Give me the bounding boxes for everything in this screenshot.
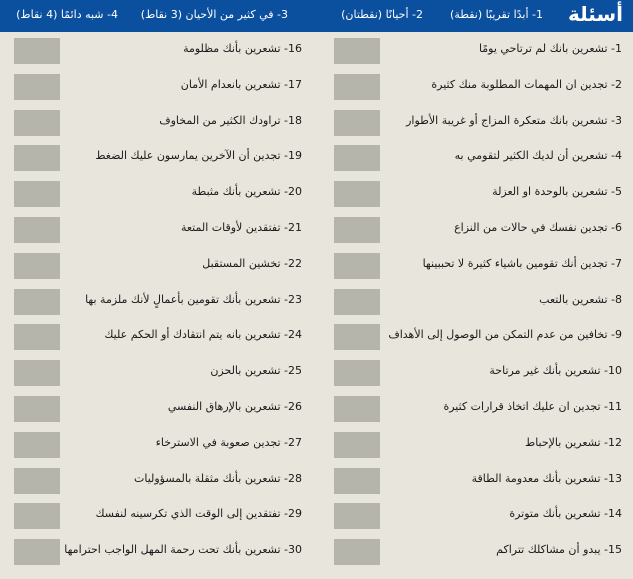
answer-box[interactable] [14, 360, 60, 387]
question-text: 29- تفتقدين إلى الوقت الذي تكرسينه لنفسك [95, 507, 302, 521]
answer-box[interactable] [14, 431, 60, 458]
question-row: 19- تجدين أن الآخرين يمارسون عليك الضغط [0, 140, 316, 176]
question-row: 17- تشعرين بانعدام الأمان [0, 69, 316, 105]
answer-box[interactable] [14, 539, 60, 566]
question-row: 2- تجدين ان المهمات المطلوبة منك كثيرة [320, 69, 633, 105]
question-row: 1- تشعرين بانك لم ترتاحي يومًا [320, 33, 633, 69]
header-bar: أسئلة 1- أبدًا تقريبًا (نقطة) 2- أحيانًا… [0, 0, 633, 32]
answer-box[interactable] [334, 216, 380, 243]
question-row: 21- تفتقدين لأوقات المتعة [0, 212, 316, 248]
question-text: 3- تشعرين بانك متعكرة المزاج أو غريبة ال… [406, 113, 622, 127]
page-title: أسئلة [568, 2, 623, 26]
answer-box[interactable] [334, 181, 380, 208]
scale-option-2: 2- أحيانًا (نقطتان) [341, 8, 423, 21]
question-text: 4- تشعرين أن لديك الكثير لتقومي به [454, 149, 622, 163]
answer-box[interactable] [14, 503, 60, 530]
question-row: 22- تخشين المستقبل [0, 248, 316, 284]
question-row: 18- تراودك الكثير من المخاوف [0, 105, 316, 141]
answer-box[interactable] [334, 73, 380, 100]
question-text: 10- تشعرين بأنك غير مرتاحة [489, 364, 622, 378]
question-row: 30- تشعرين بأنك تحت رحمة المهل الواجب اح… [0, 534, 316, 570]
answer-box[interactable] [14, 395, 60, 422]
question-text: 19- تجدين أن الآخرين يمارسون عليك الضغط [95, 149, 302, 163]
question-text: 25- تشعرين بالحزن [210, 364, 302, 378]
question-row: 20- تشعرين بأنك مثبطة [0, 176, 316, 212]
questions-column-2: 16- تشعرين بأنك مظلومة 17- تشعرين بانعدام… [0, 33, 316, 570]
question-text: 23- تشعرين بأنك تقومين بأعمالٍ لأنك ملزم… [85, 292, 302, 306]
answer-box[interactable] [334, 324, 380, 351]
question-text: 11- تجدين ان عليك اتخاذ قرارات كثيرة [443, 399, 622, 413]
question-row: 25- تشعرين بالحزن [0, 355, 316, 391]
question-text: 1- تشعرين بانك لم ترتاحي يومًا [478, 42, 622, 55]
question-text: 24- تشعرين بانه يتم انتقادك أو الحكم علي… [104, 328, 302, 342]
answer-box[interactable] [334, 145, 380, 172]
question-row: 11- تجدين ان عليك اتخاذ قرارات كثيرة [320, 391, 633, 427]
question-row: 27- تجدين صعوبة في الاسترخاء [0, 427, 316, 463]
question-row: 8- تشعرين بالتعب [320, 284, 633, 320]
answer-box[interactable] [334, 395, 380, 422]
question-text: 26- تشعرين بالإرهاق النفسي [167, 399, 302, 413]
question-text: 17- تشعرين بانعدام الأمان [180, 77, 302, 91]
answer-box[interactable] [334, 252, 380, 279]
question-text: 9- تخافين من عدم التمكن من الوصول إلى ال… [388, 328, 622, 342]
answer-box[interactable] [14, 252, 60, 279]
question-text: 13- تشعرين بأنك معدومة الطاقة [471, 471, 622, 485]
answer-box[interactable] [334, 109, 380, 136]
question-text: 21- تفتقدين لأوقات المتعة [180, 220, 302, 234]
questions-column-1: 1- تشعرين بانك لم ترتاحي يومًا 2- تجدين ا… [320, 33, 633, 570]
answer-box[interactable] [334, 360, 380, 387]
question-text: 28- تشعرين بأنك مثقلة بالمسؤوليات [133, 471, 302, 485]
question-text: 30- تشعرين بأنك تحت رحمة المهل الواجب اح… [64, 543, 302, 557]
question-text: 8- تشعرين بالتعب [539, 292, 622, 306]
question-text: 14- تشعرين بأنك متوترة [509, 507, 622, 521]
answer-box[interactable] [14, 324, 60, 351]
question-row: 29- تفتقدين إلى الوقت الذي تكرسينه لنفسك [0, 498, 316, 534]
answer-box[interactable] [334, 38, 380, 64]
question-row: 14- تشعرين بأنك متوترة [320, 498, 633, 534]
answer-box[interactable] [14, 288, 60, 315]
question-row: 12- تشعرين بالإحباط [320, 427, 633, 463]
question-row: 16- تشعرين بأنك مظلومة [0, 33, 316, 69]
question-row: 13- تشعرين بأنك معدومة الطاقة [320, 463, 633, 499]
question-row: 10- تشعرين بأنك غير مرتاحة [320, 355, 633, 391]
question-row: 15- يبدو أن مشاكلك تتراكم [320, 534, 633, 570]
question-row: 4- تشعرين أن لديك الكثير لتقومي به [320, 140, 633, 176]
answer-box[interactable] [14, 145, 60, 172]
scale-option-3: 3- في كثير من الأحيان (3 نقاط) [140, 8, 288, 21]
question-text: 18- تراودك الكثير من المخاوف [159, 113, 302, 127]
question-row: 6- تجدين نفسك في حالات من النزاع [320, 212, 633, 248]
question-text: 7- تجدين أنك تقومين باشياء كثيرة لا تحبب… [422, 256, 622, 270]
question-text: 6- تجدين نفسك في حالات من النزاع [454, 220, 622, 234]
question-row: 3- تشعرين بانك متعكرة المزاج أو غريبة ال… [320, 105, 633, 141]
question-row: 24- تشعرين بانه يتم انتقادك أو الحكم علي… [0, 319, 316, 355]
question-text: 5- تشعرين بالوحدة او العزلة [492, 185, 622, 199]
answer-box[interactable] [14, 181, 60, 208]
answer-box[interactable] [334, 539, 380, 566]
question-row: 7- تجدين أنك تقومين باشياء كثيرة لا تحبب… [320, 248, 633, 284]
question-text: 15- يبدو أن مشاكلك تتراكم [496, 543, 622, 557]
answer-box[interactable] [334, 431, 380, 458]
answer-box[interactable] [334, 288, 380, 315]
question-text: 16- تشعرين بأنك مظلومة [183, 42, 302, 55]
question-text: 27- تجدين صعوبة في الاسترخاء [155, 435, 302, 449]
question-text: 22- تخشين المستقبل [202, 256, 302, 270]
scale-option-1: 1- أبدًا تقريبًا (نقطة) [450, 8, 543, 21]
answer-box[interactable] [14, 38, 60, 64]
question-text: 20- تشعرين بأنك مثبطة [191, 185, 302, 199]
question-row: 26- تشعرين بالإرهاق النفسي [0, 391, 316, 427]
answer-box[interactable] [14, 467, 60, 494]
scale-option-4: 4- شبه دائمًا (4 نقاط) [16, 8, 118, 21]
question-row: 9- تخافين من عدم التمكن من الوصول إلى ال… [320, 319, 633, 355]
question-row: 5- تشعرين بالوحدة او العزلة [320, 176, 633, 212]
question-row: 28- تشعرين بأنك مثقلة بالمسؤوليات [0, 463, 316, 499]
answer-box[interactable] [14, 109, 60, 136]
question-text: 12- تشعرين بالإحباط [525, 435, 622, 449]
answer-box[interactable] [14, 73, 60, 100]
answer-box[interactable] [334, 503, 380, 530]
answer-box[interactable] [334, 467, 380, 494]
question-row: 23- تشعرين بأنك تقومين بأعمالٍ لأنك ملزم… [0, 284, 316, 320]
question-text: 2- تجدين ان المهمات المطلوبة منك كثيرة [431, 77, 622, 91]
answer-box[interactable] [14, 216, 60, 243]
